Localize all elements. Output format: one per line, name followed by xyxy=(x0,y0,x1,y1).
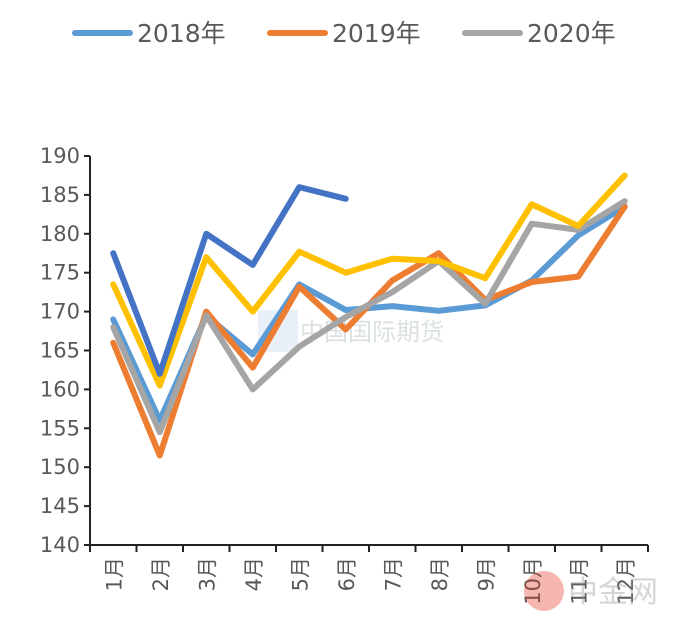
legend-label: 2019年 xyxy=(332,19,421,48)
x-tick-label: 12月 xyxy=(614,557,638,605)
series-line-5 xyxy=(110,184,349,377)
x-tick-label: 10月 xyxy=(521,557,545,605)
legend: 2018年 2019年 2020年 xyxy=(72,19,616,48)
x-axis: 1月 2月 3月 4月 5月 6月 7月 8月 9月 10月 11月 12月 xyxy=(89,544,649,605)
y-tick-label: 160 xyxy=(40,377,80,401)
y-tick-label: 190 xyxy=(40,144,80,168)
y-tick-label: 140 xyxy=(40,533,80,557)
x-tick-label: 11月 xyxy=(567,557,591,605)
y-tick-label: 180 xyxy=(40,222,80,246)
watermark-logo: 中国国际期货 中金网 xyxy=(258,310,658,611)
x-tick-label: 5月 xyxy=(288,557,312,591)
y-tick-label: 150 xyxy=(40,455,80,479)
series-lines xyxy=(110,172,628,459)
y-tick-label: 170 xyxy=(40,300,80,324)
x-tick-label: 1月 xyxy=(102,557,126,591)
series-line-1 xyxy=(110,203,628,424)
y-tick-label: 175 xyxy=(40,261,80,285)
x-tick-label: 7月 xyxy=(381,557,405,591)
x-tick-label: 6月 xyxy=(335,557,359,591)
x-tick-label: 3月 xyxy=(195,557,219,591)
legend-label: 2020年 xyxy=(527,19,616,48)
y-tick-label: 145 xyxy=(40,494,80,518)
series-line-3 xyxy=(110,198,628,436)
legend-label: 2018年 xyxy=(137,19,226,48)
series-line-4 xyxy=(110,172,628,389)
y-tick-label: 155 xyxy=(40,416,80,440)
svg-text:中金网: 中金网 xyxy=(568,575,658,610)
x-tick-label: 9月 xyxy=(474,557,498,591)
x-tick-label: 4月 xyxy=(242,557,266,591)
x-tick-label: 2月 xyxy=(149,557,173,591)
y-tick-label: 165 xyxy=(40,339,80,363)
y-tick-label: 185 xyxy=(40,183,80,207)
x-tick-label: 8月 xyxy=(428,557,452,591)
y-axis: 140 145 150 155 160 165 170 175 180 185 190 xyxy=(40,144,91,557)
